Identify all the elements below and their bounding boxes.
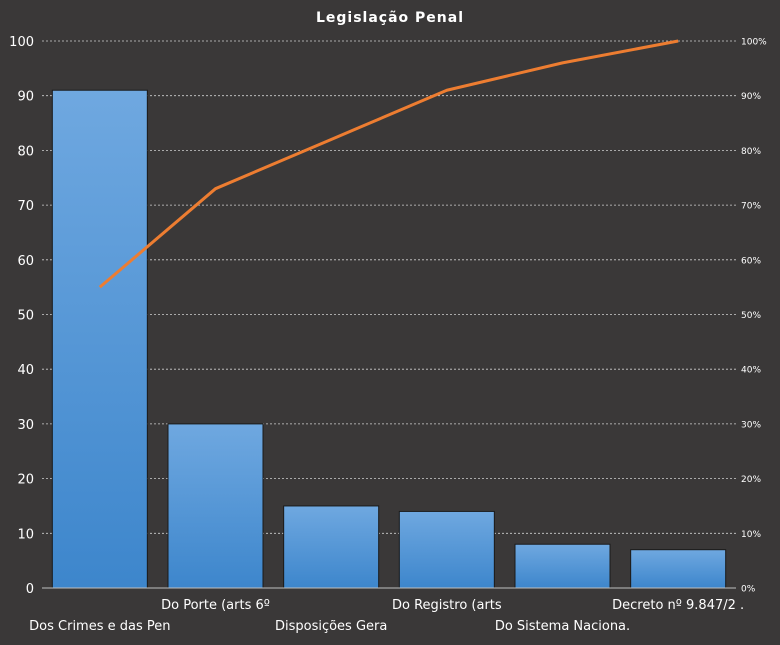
y-tick-label: 40 (17, 363, 34, 378)
bar (52, 90, 147, 588)
right-axis: 0% 10% 20% 30% 40% 50% 60% 70% 80% 90% 100% (741, 38, 767, 595)
left-axis: 0 10 20 30 40 50 60 70 80 90 100 (9, 35, 34, 597)
y-tick-label: 70 (17, 199, 34, 214)
y-tick-label: 50 (17, 309, 34, 324)
y2-tick-label: 30% (741, 420, 761, 430)
bar (168, 424, 263, 588)
y2-tick-label: 40% (741, 366, 761, 376)
cumulative-line-series (100, 41, 679, 287)
y-tick-label: 30 (17, 418, 34, 433)
bar-series (42, 90, 736, 588)
y2-tick-label: 20% (741, 475, 761, 485)
y2-tick-label: 100% (741, 38, 767, 48)
cumulative-line (100, 41, 678, 287)
chart-title: Legislação Penal (316, 10, 464, 26)
bar (631, 550, 726, 588)
y2-tick-label: 90% (741, 92, 761, 102)
y2-tick-label: 70% (741, 202, 761, 212)
y-tick-label: 10 (17, 527, 34, 542)
y2-tick-label: 50% (741, 311, 761, 321)
category-label: Do Registro (arts (392, 598, 502, 613)
category-label: Decreto nº 9.847/2 . (612, 598, 744, 613)
y2-tick-label: 10% (741, 530, 761, 540)
bar (515, 544, 610, 588)
y2-tick-label: 80% (741, 147, 761, 157)
y-tick-label: 90 (17, 90, 34, 105)
category-label: Do Porte (arts 6º (161, 598, 270, 613)
bar (399, 511, 494, 588)
y2-tick-label: 60% (741, 256, 761, 266)
y2-tick-label: 0% (741, 585, 756, 595)
category-label: Do Sistema Naciona. (495, 619, 630, 634)
y-tick-label: 80 (17, 144, 34, 159)
y-tick-label: 0 (26, 582, 34, 597)
y-tick-label: 20 (17, 473, 34, 488)
category-axis: Dos Crimes e das Pen Do Porte (arts 6º Dis… (29, 598, 744, 634)
bar (284, 506, 379, 588)
category-label: Disposições Gera (275, 619, 387, 634)
y-tick-label: 60 (17, 254, 34, 269)
y-tick-label: 100 (9, 35, 34, 50)
category-label: Dos Crimes e das Pen (29, 619, 170, 634)
